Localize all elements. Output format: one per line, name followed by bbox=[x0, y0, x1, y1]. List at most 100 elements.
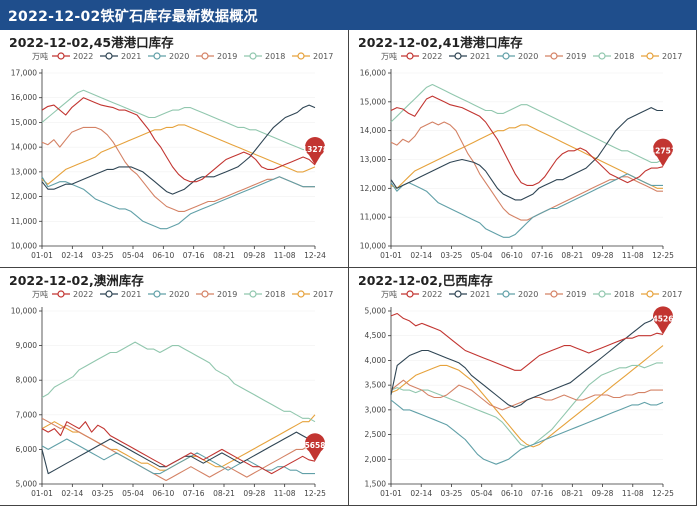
series-line-2020[interactable] bbox=[390, 399, 664, 465]
legend-item-2020[interactable]: 2020 bbox=[497, 52, 538, 61]
legend-item-2017[interactable]: 2017 bbox=[292, 290, 333, 299]
chart-title: 2022-12-02,巴西库存 bbox=[358, 273, 493, 288]
legend-label: 2019 bbox=[566, 290, 586, 299]
x-tick-label: 09-28 bbox=[592, 251, 614, 260]
x-tick-label: 06-10 bbox=[152, 489, 174, 498]
series-line-2021[interactable] bbox=[41, 431, 316, 475]
legend-item-2019[interactable]: 2019 bbox=[196, 290, 237, 299]
y-tick-label: 6,000 bbox=[16, 445, 38, 454]
legend-label: 2017 bbox=[662, 290, 682, 299]
chart-panel-41-ports: 2022-12-02,41港港口库存 万吨 2022 2021 2020 2019 2018… bbox=[349, 30, 697, 268]
y-tick-label: 5,000 bbox=[365, 307, 387, 316]
series-line-2017[interactable] bbox=[390, 124, 663, 189]
series-line-2022[interactable] bbox=[41, 421, 316, 475]
y-tick-label: 9,000 bbox=[16, 341, 38, 350]
x-tick-label: 08-21 bbox=[561, 251, 583, 260]
x-tick-label: 11-08 bbox=[622, 489, 644, 498]
series-line-2021[interactable] bbox=[41, 104, 316, 195]
legend-label: 2019 bbox=[217, 52, 237, 61]
legend-item-2018[interactable]: 2018 bbox=[593, 290, 634, 299]
y-tick-label: 11,000 bbox=[11, 217, 37, 226]
series-line-2019[interactable] bbox=[41, 417, 315, 482]
x-tick-label: 08-21 bbox=[213, 251, 235, 260]
legend-item-2020[interactable]: 2020 bbox=[148, 52, 189, 61]
series-line-2017[interactable] bbox=[390, 345, 664, 448]
series-line-2022[interactable] bbox=[41, 97, 316, 183]
y-tick-label: 2,000 bbox=[365, 455, 387, 464]
legend-item-2022[interactable]: 2022 bbox=[52, 290, 93, 299]
legend-label: 2017 bbox=[313, 52, 333, 61]
x-tick-label: 02-14 bbox=[410, 489, 432, 498]
legend-item-2021[interactable]: 2021 bbox=[100, 52, 141, 61]
series-line-2022[interactable] bbox=[390, 95, 664, 186]
y-tick-label: 12,000 bbox=[11, 192, 37, 201]
series-line-2020[interactable] bbox=[390, 173, 663, 238]
legend-item-2022[interactable]: 2022 bbox=[401, 52, 442, 61]
series-line-2017[interactable] bbox=[41, 124, 316, 185]
x-tick-label: 07-16 bbox=[531, 489, 553, 498]
legend-item-2018[interactable]: 2018 bbox=[593, 52, 634, 61]
y-tick-label: 13,000 bbox=[360, 155, 386, 164]
legend-item-2021[interactable]: 2021 bbox=[449, 290, 490, 299]
legend-item-2022[interactable]: 2022 bbox=[52, 52, 93, 61]
x-tick-label: 01-01 bbox=[380, 251, 402, 260]
series-line-2020[interactable] bbox=[41, 438, 315, 475]
series-line-2020[interactable] bbox=[41, 176, 315, 230]
legend-item-2022[interactable]: 2022 bbox=[401, 290, 442, 299]
unit-label: 万吨 bbox=[381, 51, 397, 61]
chart-panel-45-ports: 2022-12-02,45港港口库存 万吨 2022 2021 2020 2019 2018… bbox=[0, 30, 349, 268]
unit-label: 万吨 bbox=[381, 289, 397, 299]
x-tick-label: 05-04 bbox=[122, 489, 144, 498]
series-line-2022[interactable] bbox=[390, 312, 664, 371]
legend-label: 2019 bbox=[217, 290, 237, 299]
x-tick-label: 03-25 bbox=[441, 251, 463, 260]
x-tick-label: 07-16 bbox=[183, 251, 205, 260]
legend-label: 2017 bbox=[662, 52, 682, 61]
legend-label: 2017 bbox=[313, 290, 333, 299]
y-tick-label: 12,000 bbox=[360, 184, 386, 193]
x-tick-label: 06-10 bbox=[152, 251, 174, 260]
legend-item-2019[interactable]: 2019 bbox=[196, 52, 237, 61]
x-tick-label: 03-25 bbox=[92, 251, 114, 260]
legend-item-2020[interactable]: 2020 bbox=[148, 290, 189, 299]
chart-title: 2022-12-02,澳洲库存 bbox=[9, 273, 144, 288]
legend-label: 2018 bbox=[265, 52, 285, 61]
legend-item-2017[interactable]: 2017 bbox=[641, 290, 682, 299]
y-tick-label: 16,000 bbox=[11, 93, 37, 102]
legend-item-2018[interactable]: 2018 bbox=[244, 290, 285, 299]
legend-item-2019[interactable]: 2019 bbox=[545, 290, 586, 299]
legend-item-2019[interactable]: 2019 bbox=[545, 52, 586, 61]
y-tick-label: 10,000 bbox=[11, 307, 37, 316]
legend-item-2017[interactable]: 2017 bbox=[641, 52, 682, 61]
legend-label: 2020 bbox=[169, 290, 189, 299]
x-tick-label: 07-16 bbox=[183, 489, 205, 498]
y-tick-label: 2,500 bbox=[365, 430, 387, 439]
legend-item-2020[interactable]: 2020 bbox=[497, 290, 538, 299]
legend-item-2021[interactable]: 2021 bbox=[449, 52, 490, 61]
y-tick-label: 1,500 bbox=[365, 480, 387, 489]
legend-item-2017[interactable]: 2017 bbox=[292, 52, 333, 61]
marker-pin-shape bbox=[305, 433, 325, 462]
legend-label: 2021 bbox=[121, 290, 141, 299]
series-line-2021[interactable] bbox=[390, 107, 663, 201]
x-tick-label: 11-08 bbox=[274, 251, 296, 260]
series-line-2021[interactable] bbox=[390, 312, 664, 408]
x-tick-label: 03-25 bbox=[441, 489, 463, 498]
y-tick-label: 4,000 bbox=[365, 356, 387, 365]
x-tick-label: 02-14 bbox=[61, 251, 83, 260]
series-line-2019[interactable] bbox=[390, 379, 663, 411]
series-line-2018[interactable] bbox=[41, 341, 316, 423]
x-tick-label: 08-21 bbox=[561, 489, 583, 498]
series-line-2018[interactable] bbox=[390, 83, 664, 163]
legend-item-2021[interactable]: 2021 bbox=[100, 290, 141, 299]
y-tick-label: 3,000 bbox=[365, 405, 387, 414]
legend-label: 2018 bbox=[614, 290, 634, 299]
legend-label: 2018 bbox=[265, 290, 285, 299]
x-tick-label: 05-04 bbox=[471, 251, 493, 260]
y-tick-label: 3,500 bbox=[365, 381, 387, 390]
series-line-2018[interactable] bbox=[41, 89, 316, 151]
legend-label: 2022 bbox=[73, 52, 93, 61]
legend-item-2018[interactable]: 2018 bbox=[244, 52, 285, 61]
series-line-2019[interactable] bbox=[41, 126, 315, 212]
